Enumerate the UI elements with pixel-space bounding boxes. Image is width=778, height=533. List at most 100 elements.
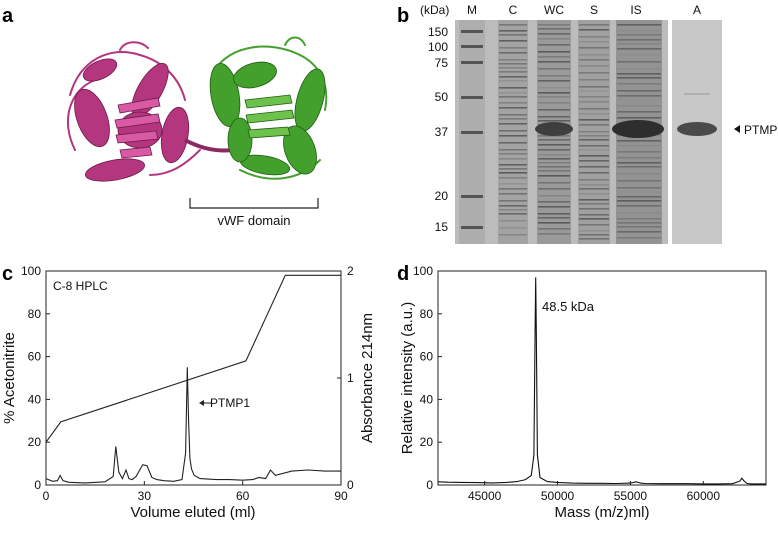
band-wc-37 bbox=[535, 122, 573, 136]
gel-band bbox=[499, 107, 527, 109]
panel-d-x-tick-label: 50000 bbox=[541, 489, 575, 503]
panel-d-peak-label: 48.5 kDa bbox=[542, 299, 595, 314]
gel-main bbox=[455, 20, 668, 244]
panel-d-y-tick-label: 100 bbox=[413, 264, 433, 278]
gel-band bbox=[579, 172, 609, 174]
gel-band bbox=[499, 71, 527, 73]
gel-band bbox=[499, 234, 527, 236]
marker-label-75: 75 bbox=[435, 56, 449, 70]
band-annotation: PTMP1 bbox=[744, 123, 778, 137]
gel-band bbox=[499, 118, 527, 120]
gel-band bbox=[499, 52, 527, 54]
gel-band bbox=[538, 182, 570, 184]
panel-d-x-tick-label: 60000 bbox=[687, 489, 721, 503]
panel-d-x-axis-title: Mass (m/z)ml) bbox=[555, 504, 650, 521]
gel-band bbox=[579, 65, 609, 67]
magenta-sheets bbox=[114, 97, 161, 159]
gel-band bbox=[538, 201, 570, 203]
gel-band bbox=[499, 142, 527, 144]
gel-band bbox=[538, 228, 570, 230]
gel-band bbox=[538, 120, 570, 122]
kda-unit-label: (kDa) bbox=[420, 3, 449, 17]
gel-band bbox=[499, 183, 527, 185]
gel-band bbox=[538, 170, 570, 172]
marker-label-37: 37 bbox=[435, 125, 449, 139]
marker-label-15: 15 bbox=[435, 220, 449, 234]
gel-band bbox=[617, 166, 661, 168]
gel-band bbox=[499, 34, 527, 36]
marker-label-150: 150 bbox=[428, 25, 448, 39]
lane-label-wc: WC bbox=[544, 3, 564, 17]
panel-c-right-tick-label: 0 bbox=[347, 478, 354, 492]
gel-lane-a bbox=[672, 20, 722, 244]
gel-band bbox=[499, 200, 527, 202]
panel-c-method-label: C-8 HPLC bbox=[53, 279, 108, 293]
gel-band bbox=[538, 217, 570, 219]
gel-band bbox=[579, 234, 609, 236]
gel-band bbox=[538, 92, 570, 94]
panel-c-x-tick-label: 60 bbox=[236, 489, 250, 503]
panel-c-x-tick-label: 30 bbox=[138, 489, 152, 503]
gel-band bbox=[617, 77, 661, 79]
gel-band bbox=[538, 154, 570, 156]
panel-c-x-axis-title: Volume eluted (ml) bbox=[130, 504, 255, 521]
gel-band bbox=[538, 87, 570, 89]
panel-a: a bbox=[2, 5, 328, 228]
gel-band bbox=[617, 48, 661, 50]
gel-band bbox=[617, 117, 661, 119]
gel-band bbox=[499, 227, 527, 229]
gel-band bbox=[579, 203, 609, 205]
gel-band bbox=[579, 108, 609, 110]
gel-band bbox=[538, 158, 570, 160]
panel-d-y-axis-title: Relative intensity (a.u.) bbox=[399, 302, 416, 455]
gel-band bbox=[579, 54, 609, 56]
gel-band bbox=[579, 208, 609, 210]
gel-band bbox=[499, 205, 527, 207]
green-sheets bbox=[244, 94, 295, 139]
gel-band bbox=[579, 139, 609, 141]
lane-label-a: A bbox=[693, 3, 701, 17]
panel-b-letter: b bbox=[397, 5, 409, 27]
panel-d-plot-frame bbox=[437, 270, 767, 486]
gel-band bbox=[538, 166, 570, 168]
gel-band bbox=[617, 95, 661, 97]
lane-label-m: M bbox=[467, 3, 477, 17]
gel-band bbox=[617, 43, 661, 45]
panel-d-y-tick-label: 80 bbox=[420, 307, 434, 321]
gel-band bbox=[579, 36, 609, 38]
gel-band bbox=[617, 111, 661, 113]
gel-band bbox=[579, 230, 609, 232]
panel-d: d 0 20 40 60 80 100 45000 50000 55000 60000 48.5… bbox=[397, 263, 767, 521]
gel-band bbox=[617, 54, 661, 56]
gel-band bbox=[579, 101, 609, 103]
gel-band bbox=[579, 135, 609, 137]
gel-band bbox=[579, 96, 609, 98]
marker-bands bbox=[461, 30, 483, 229]
gel-band bbox=[579, 160, 609, 162]
panel-c-left-tick-label: 80 bbox=[28, 307, 42, 321]
panel-c-right-ticks: 0 1 2 bbox=[337, 264, 354, 492]
gel-band bbox=[538, 44, 570, 46]
panel-d-y-tick-label: 20 bbox=[420, 435, 434, 449]
gel-band bbox=[499, 123, 527, 125]
gel-band bbox=[617, 173, 661, 175]
gel-band bbox=[617, 237, 661, 239]
gel-band bbox=[579, 214, 609, 216]
gel-band bbox=[579, 184, 609, 186]
gel-band bbox=[538, 162, 570, 164]
gel-band bbox=[579, 119, 609, 121]
gel-band bbox=[617, 151, 661, 153]
panel-d-x-tick-label: 55000 bbox=[614, 489, 648, 503]
gel-band bbox=[617, 231, 661, 233]
gel-band bbox=[538, 144, 570, 146]
gel-band bbox=[617, 30, 661, 32]
green-helices bbox=[209, 61, 326, 176]
gel-band bbox=[499, 67, 527, 69]
gel-band bbox=[499, 188, 527, 190]
gel-band bbox=[579, 179, 609, 181]
panel-c-peak-label: PTMP1 bbox=[210, 396, 250, 410]
gel-band bbox=[617, 99, 661, 101]
gel-band bbox=[499, 96, 527, 98]
gel-band bbox=[499, 177, 527, 179]
